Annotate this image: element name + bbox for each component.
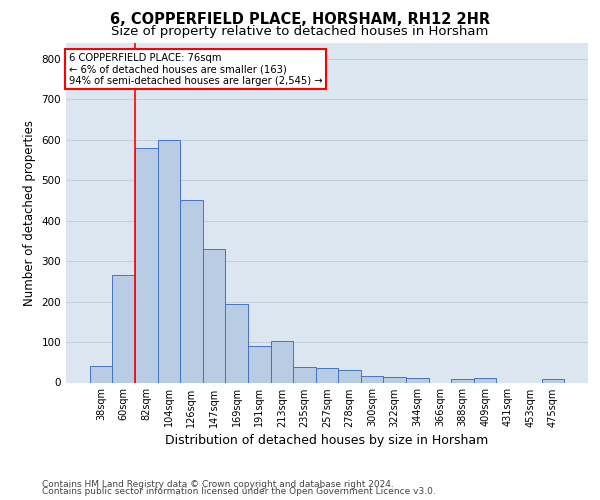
Text: 6, COPPERFIELD PLACE, HORSHAM, RH12 2HR: 6, COPPERFIELD PLACE, HORSHAM, RH12 2HR bbox=[110, 12, 490, 28]
Bar bbox=[451, 380, 474, 382]
Y-axis label: Number of detached properties: Number of detached properties bbox=[23, 120, 36, 306]
Text: Contains HM Land Registry data © Crown copyright and database right 2024.: Contains HM Land Registry data © Crown c… bbox=[42, 480, 394, 489]
Bar bbox=[203, 249, 226, 382]
Bar bbox=[293, 367, 316, 382]
Bar bbox=[158, 140, 180, 382]
Bar bbox=[135, 148, 158, 382]
Bar bbox=[226, 304, 248, 382]
Text: Size of property relative to detached houses in Horsham: Size of property relative to detached ho… bbox=[112, 25, 488, 38]
Bar bbox=[338, 370, 361, 382]
Bar bbox=[542, 380, 564, 382]
Bar bbox=[271, 341, 293, 382]
Bar bbox=[90, 366, 112, 382]
Bar bbox=[248, 346, 271, 383]
Bar bbox=[112, 275, 135, 382]
Bar bbox=[180, 200, 203, 382]
X-axis label: Distribution of detached houses by size in Horsham: Distribution of detached houses by size … bbox=[166, 434, 488, 447]
Bar bbox=[383, 377, 406, 382]
Bar bbox=[474, 378, 496, 382]
Bar bbox=[316, 368, 338, 382]
Bar bbox=[406, 378, 428, 382]
Bar bbox=[361, 376, 383, 382]
Text: Contains public sector information licensed under the Open Government Licence v3: Contains public sector information licen… bbox=[42, 488, 436, 496]
Text: 6 COPPERFIELD PLACE: 76sqm
← 6% of detached houses are smaller (163)
94% of semi: 6 COPPERFIELD PLACE: 76sqm ← 6% of detac… bbox=[68, 52, 322, 86]
